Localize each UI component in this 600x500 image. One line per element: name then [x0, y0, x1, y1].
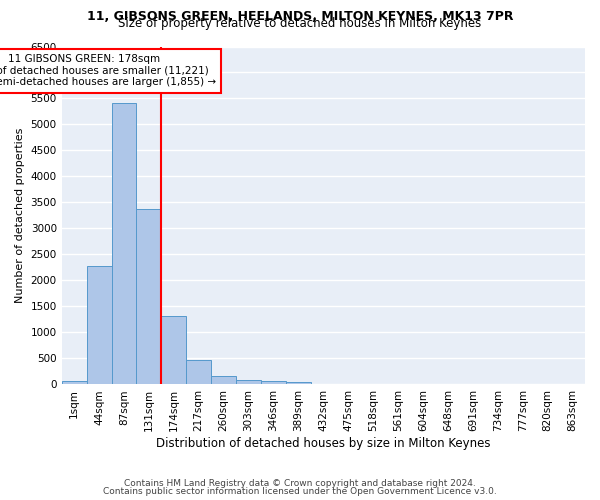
Bar	[86, 266, 112, 384]
Bar	[136, 208, 161, 384]
Bar	[62, 381, 86, 384]
Text: Contains public sector information licensed under the Open Government Licence v3: Contains public sector information licen…	[103, 487, 497, 496]
Bar	[186, 360, 211, 384]
X-axis label: Distribution of detached houses by size in Milton Keynes: Distribution of detached houses by size …	[156, 437, 491, 450]
Bar	[112, 102, 136, 384]
Bar	[261, 381, 286, 384]
Text: Contains HM Land Registry data © Crown copyright and database right 2024.: Contains HM Land Registry data © Crown c…	[124, 478, 476, 488]
Y-axis label: Number of detached properties: Number of detached properties	[15, 128, 25, 303]
Bar	[211, 376, 236, 384]
Text: Size of property relative to detached houses in Milton Keynes: Size of property relative to detached ho…	[118, 18, 482, 30]
Bar	[161, 316, 186, 384]
Bar	[236, 380, 261, 384]
Bar	[286, 382, 311, 384]
Text: 11, GIBSONS GREEN, HEELANDS, MILTON KEYNES, MK13 7PR: 11, GIBSONS GREEN, HEELANDS, MILTON KEYN…	[87, 10, 513, 23]
Text: 11 GIBSONS GREEN: 178sqm
← 86% of detached houses are smaller (11,221)
14% of se: 11 GIBSONS GREEN: 178sqm ← 86% of detach…	[0, 54, 216, 88]
